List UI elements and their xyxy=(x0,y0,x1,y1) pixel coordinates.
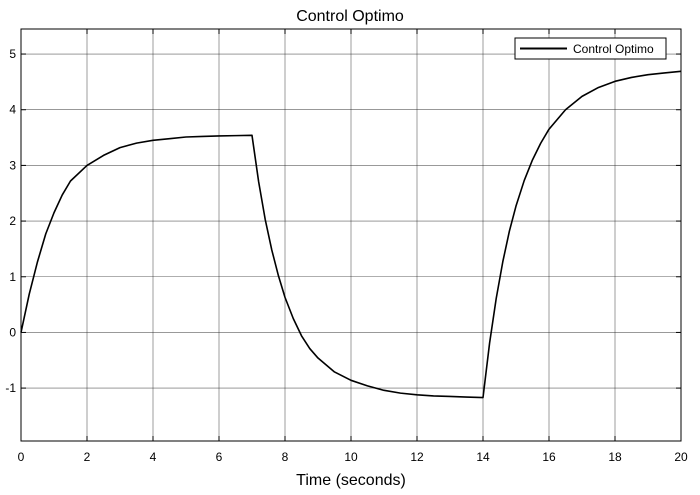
y-tick-label: -1 xyxy=(5,381,16,395)
x-tick-label: 8 xyxy=(282,450,289,464)
x-tick-label: 20 xyxy=(674,450,688,464)
x-tick-label: 14 xyxy=(476,450,490,464)
chart-title: Control Optimo xyxy=(296,8,404,25)
x-tick-label: 2 xyxy=(84,450,91,464)
x-axis-label: Time (seconds) xyxy=(296,472,406,489)
legend-box xyxy=(514,37,667,60)
x-tick-label: 10 xyxy=(344,450,358,464)
y-tick-label: 3 xyxy=(9,158,16,172)
x-tick-label: 0 xyxy=(18,450,25,464)
y-tick-label: 2 xyxy=(9,214,16,228)
y-tick-label: 4 xyxy=(9,103,16,117)
series-layer xyxy=(20,70,682,399)
grid-lines xyxy=(21,29,681,441)
x-tick-label: 6 xyxy=(216,450,223,464)
series-line-control-optimo xyxy=(20,70,682,399)
legend: Control Optimo xyxy=(514,37,667,60)
x-tick-label: 18 xyxy=(608,450,622,464)
x-tick-label: 4 xyxy=(150,450,157,464)
x-tick-label: 16 xyxy=(542,450,556,464)
y-tick-label: 1 xyxy=(9,270,16,284)
y-tick-label: 0 xyxy=(9,325,16,339)
y-tick-label: 5 xyxy=(9,47,16,61)
legend-label: Control Optimo xyxy=(573,42,654,56)
x-tick-label: 12 xyxy=(410,450,424,464)
